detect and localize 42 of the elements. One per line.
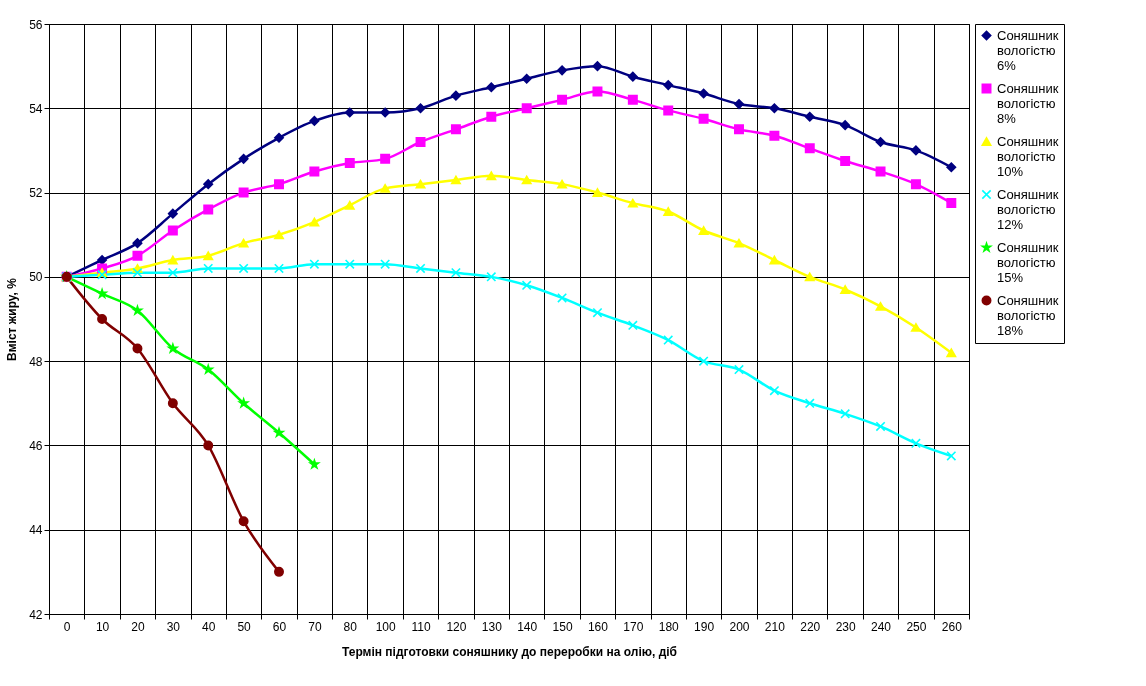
x-tick-label: 20 [131, 619, 145, 634]
x-tick-label: 240 [871, 619, 892, 634]
x-tick-label: 260 [941, 619, 963, 634]
x-tick-label: 0 [63, 619, 71, 634]
x-tick-label: 40 [202, 619, 216, 634]
x-tick-label: 220 [800, 619, 821, 634]
x-tick-label: 160 [587, 619, 609, 634]
legend-label: Соняшник вологістю 8% [997, 80, 1059, 126]
x-axis-title: Термін підготовки соняшнику до переробки на олію, діб [342, 644, 677, 659]
x-tick-label: 170 [623, 619, 644, 634]
x-tick-label: 60 [272, 619, 287, 634]
x-tick-label: 30 [166, 619, 181, 634]
x-tick-label: 180 [658, 619, 680, 634]
x-tick-label: 210 [764, 619, 786, 634]
x-tick-label: 120 [446, 619, 467, 634]
y-tick-label: 50 [29, 270, 43, 285]
x-tick-label: 150 [552, 619, 573, 634]
y-tick-label: 42 [29, 607, 43, 622]
x-tick-label: 200 [729, 619, 750, 634]
y-tick-label: 54 [29, 101, 43, 116]
x-tick-label: 80 [343, 619, 358, 634]
x-tick-label: 10 [95, 619, 110, 634]
x-tick-label: 230 [835, 619, 856, 634]
y-tick-label: 56 [29, 17, 43, 32]
y-tick-label: 46 [29, 438, 43, 453]
x-tick-label: 110 [411, 619, 431, 634]
y-tick-label: 52 [29, 186, 43, 201]
x-tick-label: 250 [906, 619, 927, 634]
y-tick-label: 44 [29, 523, 43, 538]
legend-label: Соняшник вологістю 12% [997, 186, 1059, 232]
y-axis-title: Вміст жиру, % [5, 277, 20, 361]
x-tick-label: 70 [308, 619, 322, 634]
y-tick-label: 48 [29, 354, 43, 369]
x-tick-label: 100 [375, 619, 396, 634]
x-tick-label: 190 [694, 619, 715, 634]
legend-label: Соняшник вологістю 6% [997, 27, 1059, 73]
legend-label: Соняшник вологістю 10% [997, 133, 1059, 179]
legend-label: Соняшник вологістю 15% [997, 239, 1059, 285]
legend-label: Соняшник вологістю 18% [997, 292, 1059, 338]
x-tick-label: 130 [481, 619, 503, 634]
x-tick-label: 140 [517, 619, 538, 634]
x-tick-label: 50 [237, 619, 252, 634]
